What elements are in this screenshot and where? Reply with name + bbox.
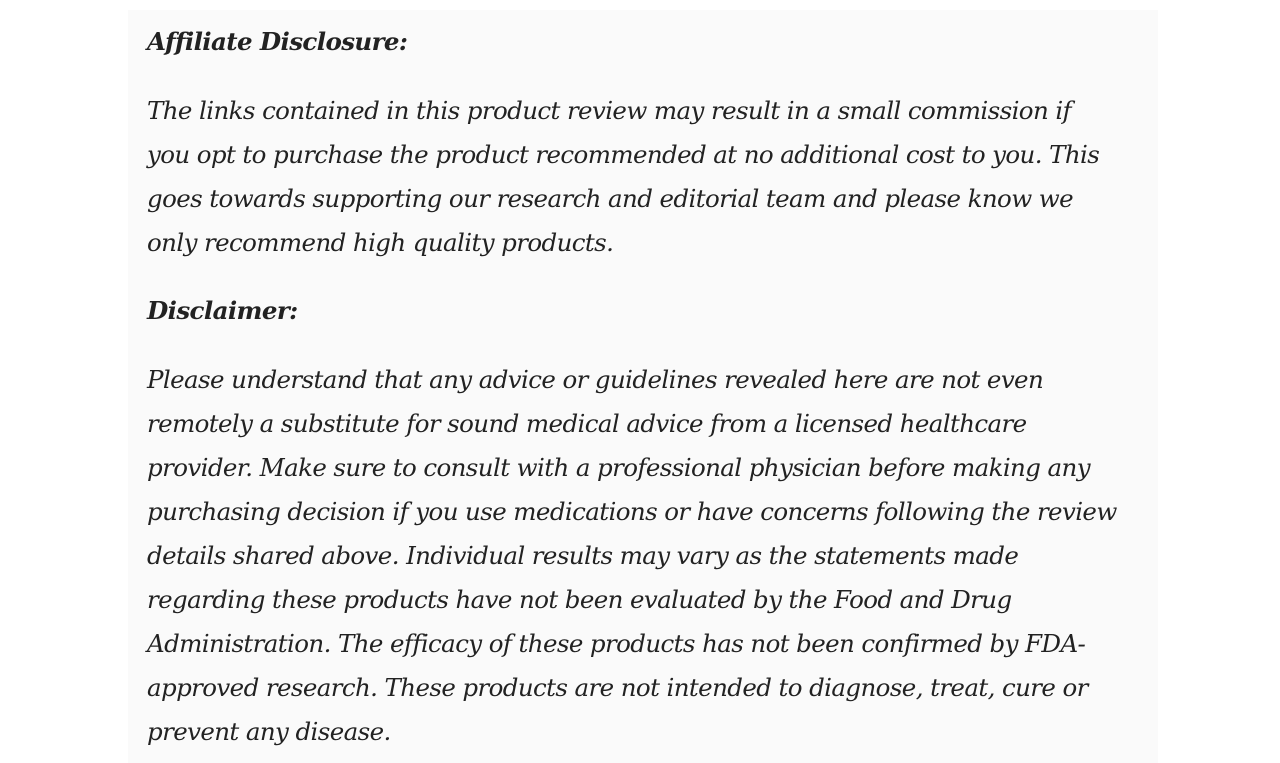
text-line: purchasing decision if you use medicatio… bbox=[147, 497, 1117, 526]
text-line: only recommend high quality products. bbox=[147, 228, 614, 257]
text-line: prevent any disease. bbox=[147, 717, 391, 746]
text-line: Administration. The efficacy of these pr… bbox=[147, 629, 1086, 658]
text-line: remotely a substitute for sound medical … bbox=[147, 409, 1027, 438]
text-line: goes towards supporting our research and… bbox=[147, 184, 1074, 213]
text-line: provider. Make sure to consult with a pr… bbox=[147, 453, 1091, 482]
text-line: Please understand that any advice or gui… bbox=[147, 365, 1044, 394]
affiliate-disclosure-text: The links contained in this product revi… bbox=[147, 89, 1100, 265]
text-line: regarding these products have not been e… bbox=[147, 585, 1012, 614]
text-line: approved research. These products are no… bbox=[147, 673, 1088, 702]
disclosure-panel bbox=[128, 10, 1158, 763]
text-line: The links contained in this product revi… bbox=[147, 96, 1072, 125]
text-line: details shared above. Individual results… bbox=[147, 541, 1019, 570]
affiliate-disclosure-heading: Affiliate Disclosure: bbox=[147, 27, 408, 56]
disclaimer-text: Please understand that any advice or gui… bbox=[147, 358, 1117, 754]
disclaimer-heading: Disclaimer: bbox=[147, 296, 298, 325]
text-line: you opt to purchase the product recommen… bbox=[147, 140, 1100, 169]
